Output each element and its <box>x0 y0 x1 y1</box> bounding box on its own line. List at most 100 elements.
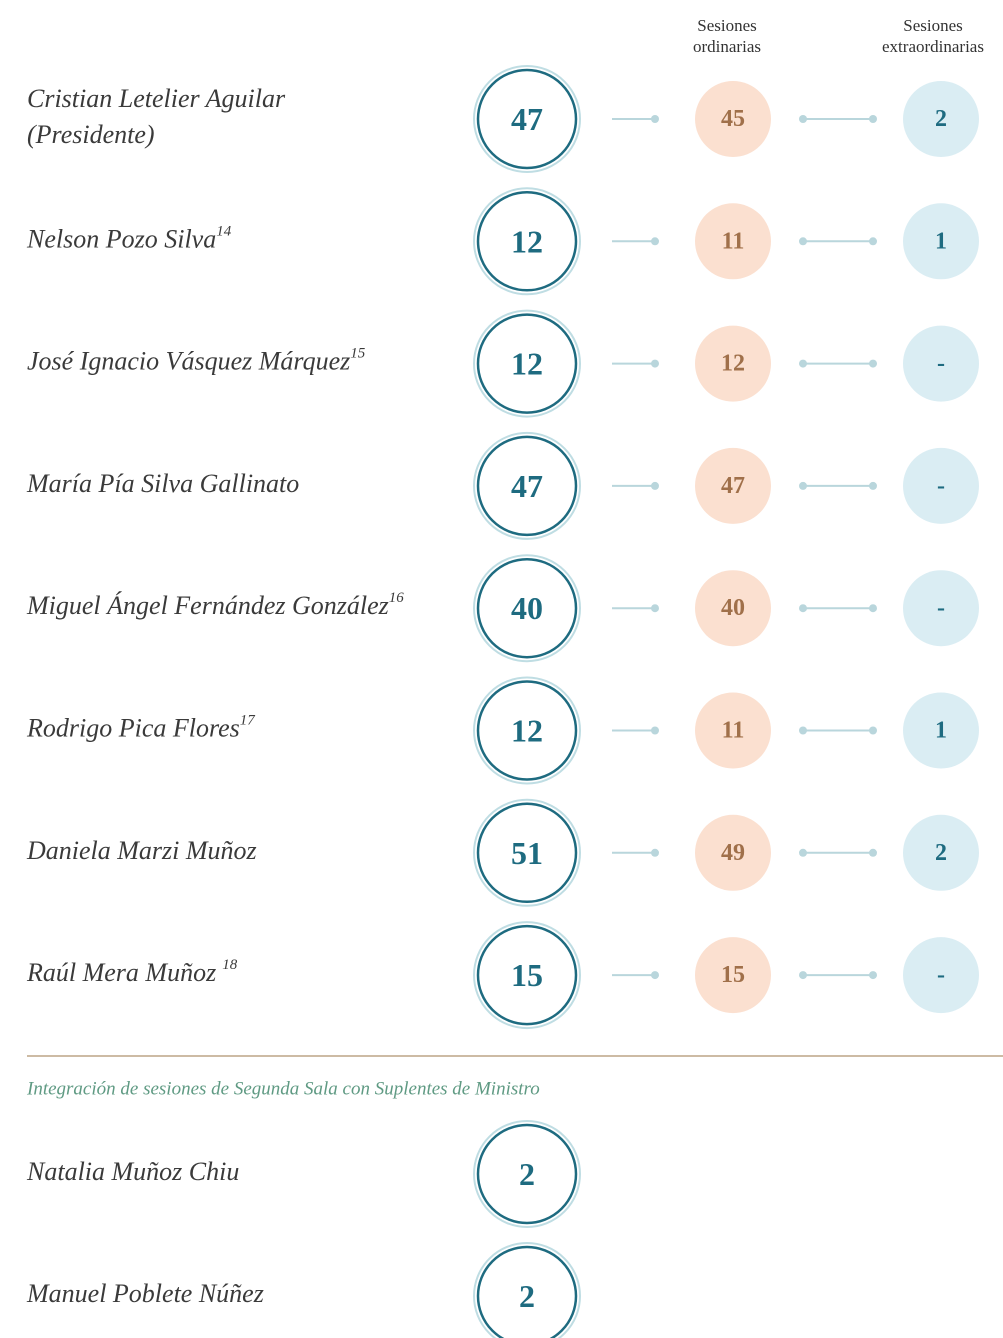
column-header: extraordinarias <box>882 37 984 56</box>
total-ring-outer <box>473 676 581 785</box>
connector-dot <box>869 115 877 123</box>
name-text: Daniela Marzi Muñoz <box>26 836 257 865</box>
total-ring-outer <box>473 431 581 540</box>
total-ring-outer <box>473 309 581 418</box>
connector-dot <box>799 848 807 857</box>
member-name: Cristian Letelier Aguilar <box>27 84 286 113</box>
footnote-ref: 14 <box>216 224 232 240</box>
connector-dot <box>869 359 877 368</box>
name-text: José Ignacio Vásquez Márquez <box>27 347 350 376</box>
extraordinary-bubble <box>903 570 979 647</box>
connector-dot <box>869 726 877 735</box>
section-title: Integración de sesiones de Segunda Sala … <box>26 1078 540 1099</box>
total-ring-outer <box>473 1120 581 1228</box>
total-ring <box>476 435 578 537</box>
total-value: 47 <box>511 468 543 504</box>
member-name: Rodrigo Pica Flores17 <box>26 713 256 743</box>
total-value: 12 <box>511 713 543 749</box>
extraordinary-bubble <box>903 325 979 402</box>
connector-dot <box>651 604 659 613</box>
ordinary-bubble <box>695 692 771 769</box>
extraordinary-value: - <box>937 351 945 377</box>
connector-dot <box>651 115 659 123</box>
total-value: 47 <box>511 101 543 137</box>
member-name: Natalia Muñoz Chiu <box>26 1157 239 1186</box>
ordinary-value: 49 <box>721 840 745 866</box>
column-header: ordinarias <box>693 37 761 56</box>
total-ring-outer <box>473 65 581 173</box>
member-name: María Pía Silva Gallinato <box>26 469 299 498</box>
ordinary-value: 45 <box>721 106 745 132</box>
extraordinary-value: 2 <box>935 106 947 132</box>
total-ring <box>476 191 578 292</box>
ordinary-bubble <box>695 937 771 1014</box>
ordinary-bubble <box>695 447 771 524</box>
total-ring <box>476 802 578 904</box>
ordinary-bubble <box>695 325 771 402</box>
name-text: Raúl Mera Muñoz <box>26 958 216 987</box>
ordinary-bubble <box>695 203 771 280</box>
extraordinary-value: 1 <box>935 718 947 744</box>
name-text: María Pía Silva Gallinato <box>26 469 299 498</box>
connector-dot <box>651 726 659 735</box>
connector-dot <box>799 726 807 735</box>
ordinary-value: 11 <box>722 718 745 744</box>
member-name: Manuel Poblete Núñez <box>26 1279 264 1308</box>
name-text: Cristian Letelier Aguilar <box>27 84 286 113</box>
total-value: 15 <box>511 957 543 993</box>
total-ring <box>476 557 578 659</box>
total-ring <box>476 680 578 781</box>
total-value: 2 <box>519 1156 535 1192</box>
connector-dot <box>799 481 807 490</box>
total-value: 40 <box>511 590 543 626</box>
connector-dot <box>869 848 877 857</box>
name-text: Natalia Muñoz Chiu <box>26 1157 239 1186</box>
total-value: 2 <box>519 1278 535 1314</box>
column-header: Sesiones <box>697 16 757 35</box>
member-name: Raúl Mera Muñoz 18 <box>26 958 238 988</box>
connector-dot <box>799 237 807 246</box>
extraordinary-bubble <box>903 203 979 280</box>
connector-dot <box>799 115 807 123</box>
ordinary-value: 47 <box>721 473 745 499</box>
extraordinary-value: - <box>937 473 945 499</box>
total-ring <box>476 68 578 170</box>
total-ring-outer <box>473 187 581 296</box>
total-value: 12 <box>511 223 543 259</box>
total-value: 12 <box>511 346 543 382</box>
member-name: Miguel Ángel Fernández González16 <box>26 591 404 621</box>
total-value: 51 <box>511 835 543 871</box>
extraordinary-bubble <box>903 692 979 769</box>
connector-dot <box>651 237 659 246</box>
total-ring-outer <box>473 1242 581 1338</box>
total-ring <box>476 1123 578 1225</box>
column-header: Sesiones <box>903 16 963 35</box>
connector-dot <box>651 481 659 490</box>
connector-dot <box>651 971 659 980</box>
member-role: (Presidente) <box>27 120 155 149</box>
total-ring-outer <box>473 921 581 1030</box>
footnote-ref: 16 <box>389 591 405 607</box>
extraordinary-bubble <box>903 81 979 157</box>
footnote-ref: 17 <box>240 713 257 729</box>
ordinary-bubble <box>695 570 771 647</box>
connector-dot <box>869 971 877 980</box>
total-ring <box>476 1245 578 1338</box>
member-name: Daniela Marzi Muñoz <box>26 836 257 865</box>
ordinary-value: 40 <box>721 595 745 621</box>
total-ring <box>476 924 578 1026</box>
connector-dot <box>869 604 877 613</box>
member-name: Nelson Pozo Silva14 <box>26 224 232 254</box>
total-ring <box>476 313 578 414</box>
ordinary-bubble <box>695 814 771 891</box>
member-name: José Ignacio Vásquez Márquez15 <box>27 346 366 376</box>
ordinary-bubble <box>695 81 771 157</box>
extraordinary-value: - <box>937 595 945 621</box>
extraordinary-value: - <box>937 962 945 988</box>
name-text: Manuel Poblete Núñez <box>26 1279 264 1308</box>
extraordinary-bubble <box>903 937 979 1014</box>
name-text: Nelson Pozo Silva <box>26 224 216 253</box>
ordinary-value: 12 <box>721 351 745 377</box>
ordinary-value: 15 <box>721 962 745 988</box>
total-ring-outer <box>473 798 581 907</box>
